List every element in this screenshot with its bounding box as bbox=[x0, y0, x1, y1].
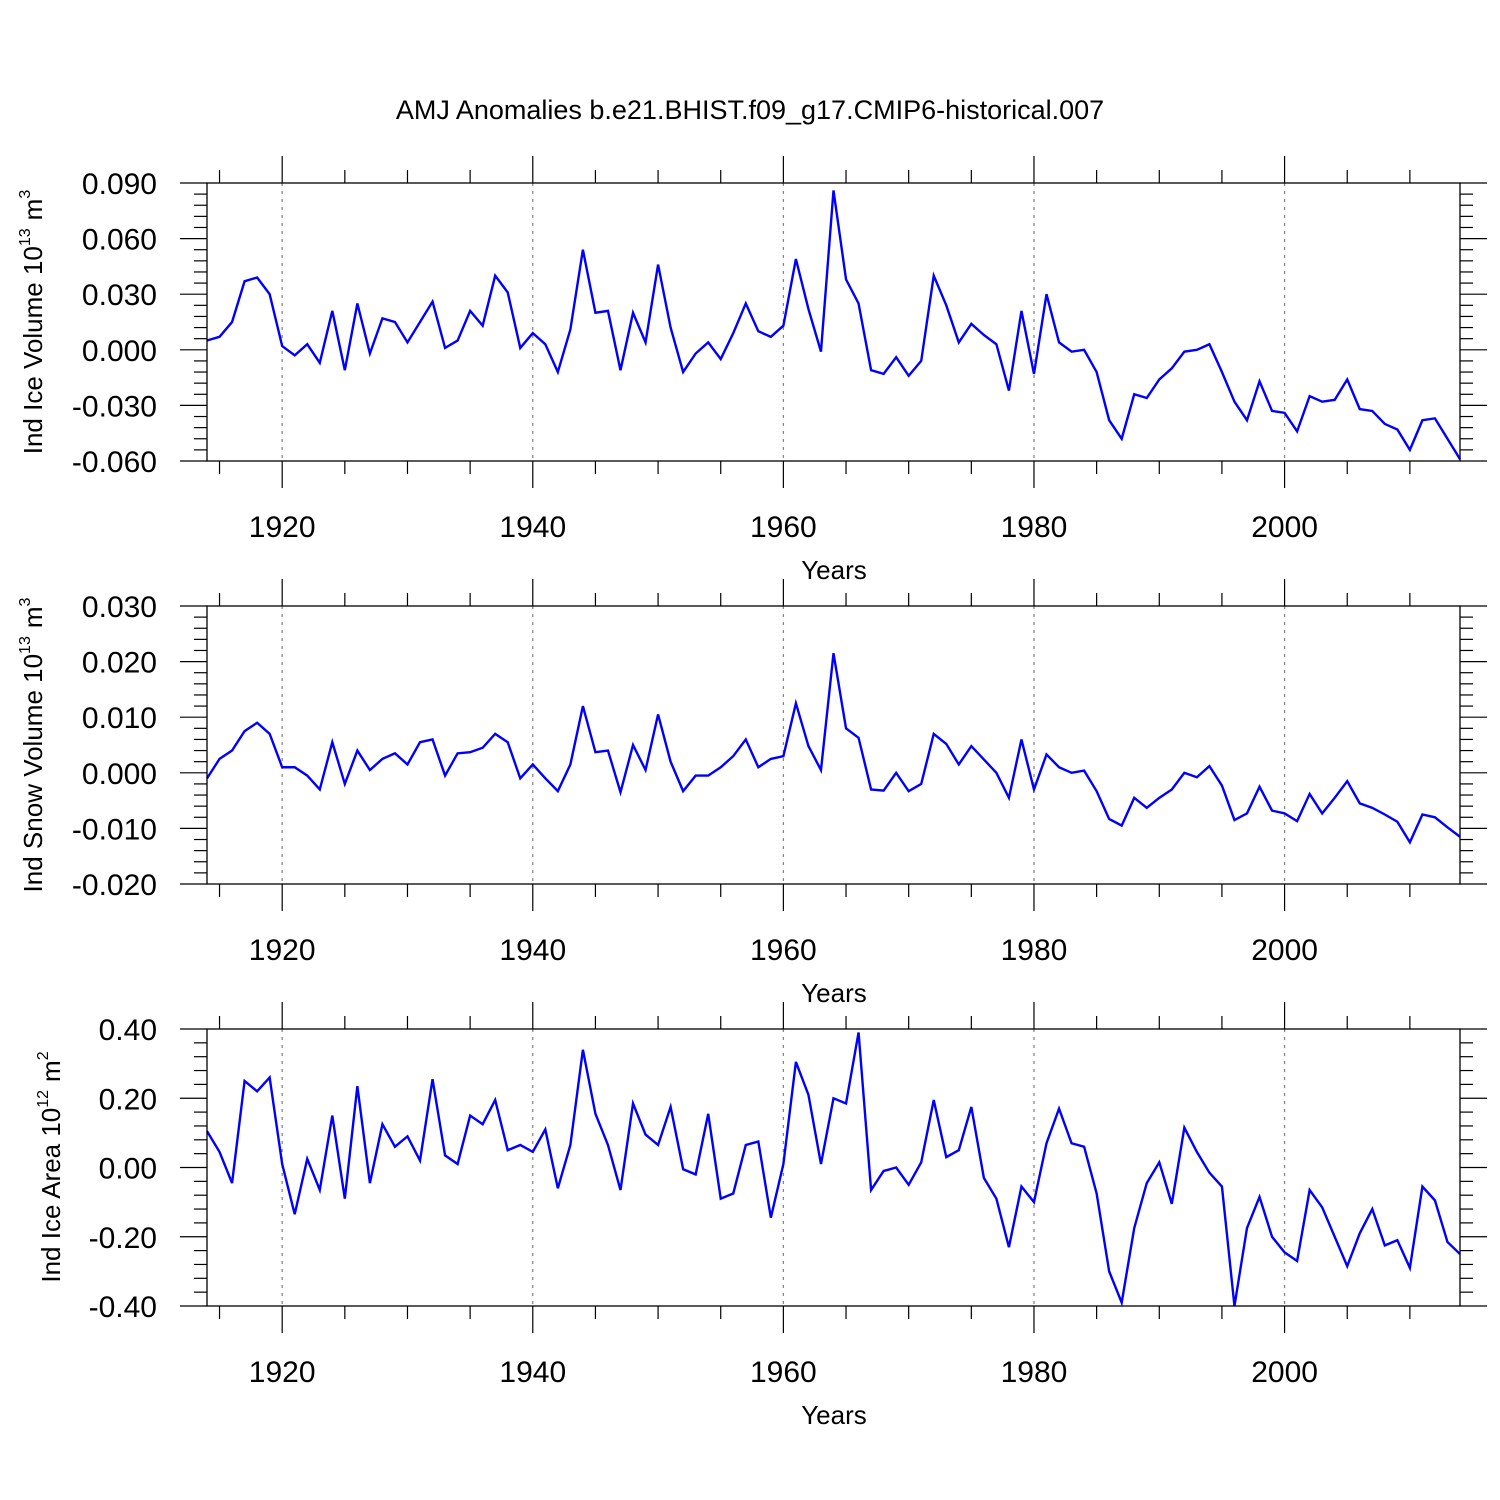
y-tick-label: 0.020 bbox=[82, 647, 157, 680]
x-tick-labels: 1920 1940 1960 1980 2000 bbox=[249, 1356, 1318, 1389]
x-tick-label: 1920 bbox=[249, 1356, 316, 1389]
axis-ticks bbox=[180, 579, 1487, 911]
y-axis-label-main: Ind Ice Volume 10 bbox=[18, 246, 48, 454]
x-tick-label: 1960 bbox=[750, 1356, 817, 1389]
x-tick-label: 1940 bbox=[499, 934, 566, 967]
y-axis-label-main: Ind Snow Volume 10 bbox=[18, 654, 48, 893]
panel-ice-area: -0.40 -0.20 0.00 0.20 0.40 1920 1940 1960 1980 2… bbox=[35, 1002, 1487, 1430]
y-tick-label: 0.40 bbox=[99, 1014, 157, 1047]
y-axis-label-exponent: 13 bbox=[17, 228, 34, 246]
y-axis-label: Ind Ice Area 1012 m2 bbox=[35, 1051, 66, 1282]
y-axis-label-exponent: 13 bbox=[17, 636, 34, 654]
y-axis-label: Ind Snow Volume 1013 m3 bbox=[17, 597, 48, 892]
y-tick-label: -0.20 bbox=[89, 1222, 157, 1255]
x-axis-label: Years bbox=[801, 1400, 867, 1430]
x-tick-label: 1980 bbox=[1001, 511, 1068, 544]
x-tick-label: 2000 bbox=[1251, 1356, 1318, 1389]
x-tick-label: 1960 bbox=[750, 511, 817, 544]
y-tick-label: -0.030 bbox=[72, 390, 157, 423]
y-axis-label-unit: m bbox=[36, 1060, 66, 1082]
y-axis-label-unit-exponent: 2 bbox=[35, 1051, 52, 1060]
panel-snow-volume: -0.020 -0.010 0.000 0.010 0.020 0.030 1920 194… bbox=[17, 579, 1487, 1008]
y-tick-labels: -0.40 -0.20 0.00 0.20 0.40 bbox=[89, 1014, 157, 1324]
y-tick-labels: -0.020 -0.010 0.000 0.010 0.020 0.030 bbox=[72, 591, 157, 902]
y-tick-label: 0.000 bbox=[82, 758, 157, 791]
x-tick-label: 2000 bbox=[1251, 511, 1318, 544]
x-tick-label: 1960 bbox=[750, 934, 817, 967]
y-tick-label: 0.20 bbox=[99, 1083, 157, 1116]
y-tick-label: 0.030 bbox=[82, 279, 157, 312]
y-tick-label: -0.40 bbox=[89, 1291, 157, 1324]
chart-title: AMJ Anomalies b.e21.BHIST.f09_g17.CMIP6-… bbox=[396, 95, 1104, 125]
y-tick-label: -0.010 bbox=[72, 813, 157, 846]
x-tick-label: 1920 bbox=[249, 511, 316, 544]
ice-volume-series-line bbox=[206, 190, 1462, 460]
panel-ice-volume: -0.060 -0.030 0.000 0.030 0.060 0.090 1920 194… bbox=[17, 156, 1487, 585]
y-tick-label: 0.060 bbox=[82, 224, 157, 257]
plot-frame bbox=[206, 605, 1461, 885]
snow-volume-series-line bbox=[205, 653, 1461, 845]
vertical-gridlines bbox=[281, 606, 1286, 884]
y-tick-label: 0.00 bbox=[99, 1153, 157, 1186]
y-tick-labels: -0.060 -0.030 0.000 0.030 0.060 0.090 bbox=[72, 168, 157, 479]
y-tick-label: 0.010 bbox=[82, 702, 157, 735]
plot-frame bbox=[206, 182, 1461, 462]
y-axis-label-unit: m bbox=[18, 606, 48, 628]
x-tick-labels: 1920 1940 1960 1980 2000 bbox=[249, 934, 1318, 967]
x-tick-label: 1980 bbox=[1001, 1356, 1068, 1389]
y-axis-label-exponent: 12 bbox=[35, 1090, 52, 1108]
y-axis-label-unit-exponent: 3 bbox=[17, 190, 34, 199]
axis-ticks bbox=[180, 1002, 1487, 1333]
y-tick-label: -0.020 bbox=[72, 869, 157, 902]
y-axis-label-main: Ind Ice Area 10 bbox=[36, 1108, 66, 1283]
axis-ticks bbox=[180, 156, 1487, 488]
x-tick-label: 1940 bbox=[499, 1356, 566, 1389]
y-tick-label: 0.000 bbox=[82, 335, 157, 368]
x-tick-label: 1940 bbox=[499, 511, 566, 544]
x-axis-label: Years bbox=[801, 555, 867, 585]
x-axis-label: Years bbox=[801, 978, 867, 1008]
x-tick-label: 2000 bbox=[1251, 934, 1318, 967]
y-tick-label: 0.090 bbox=[82, 168, 157, 201]
y-tick-label: 0.030 bbox=[82, 591, 157, 624]
x-tick-label: 1980 bbox=[1001, 934, 1068, 967]
x-tick-label: 1920 bbox=[249, 934, 316, 967]
y-axis-label-unit: m bbox=[18, 199, 48, 221]
ice-area-series-line bbox=[205, 1032, 1461, 1307]
y-axis-label: Ind Ice Volume 1013 m3 bbox=[17, 190, 48, 455]
y-tick-label: -0.060 bbox=[72, 446, 157, 479]
plot-frame bbox=[206, 1028, 1461, 1307]
y-axis-label-unit-exponent: 3 bbox=[17, 597, 34, 606]
x-tick-labels: 1920 1940 1960 1980 2000 bbox=[249, 511, 1318, 544]
